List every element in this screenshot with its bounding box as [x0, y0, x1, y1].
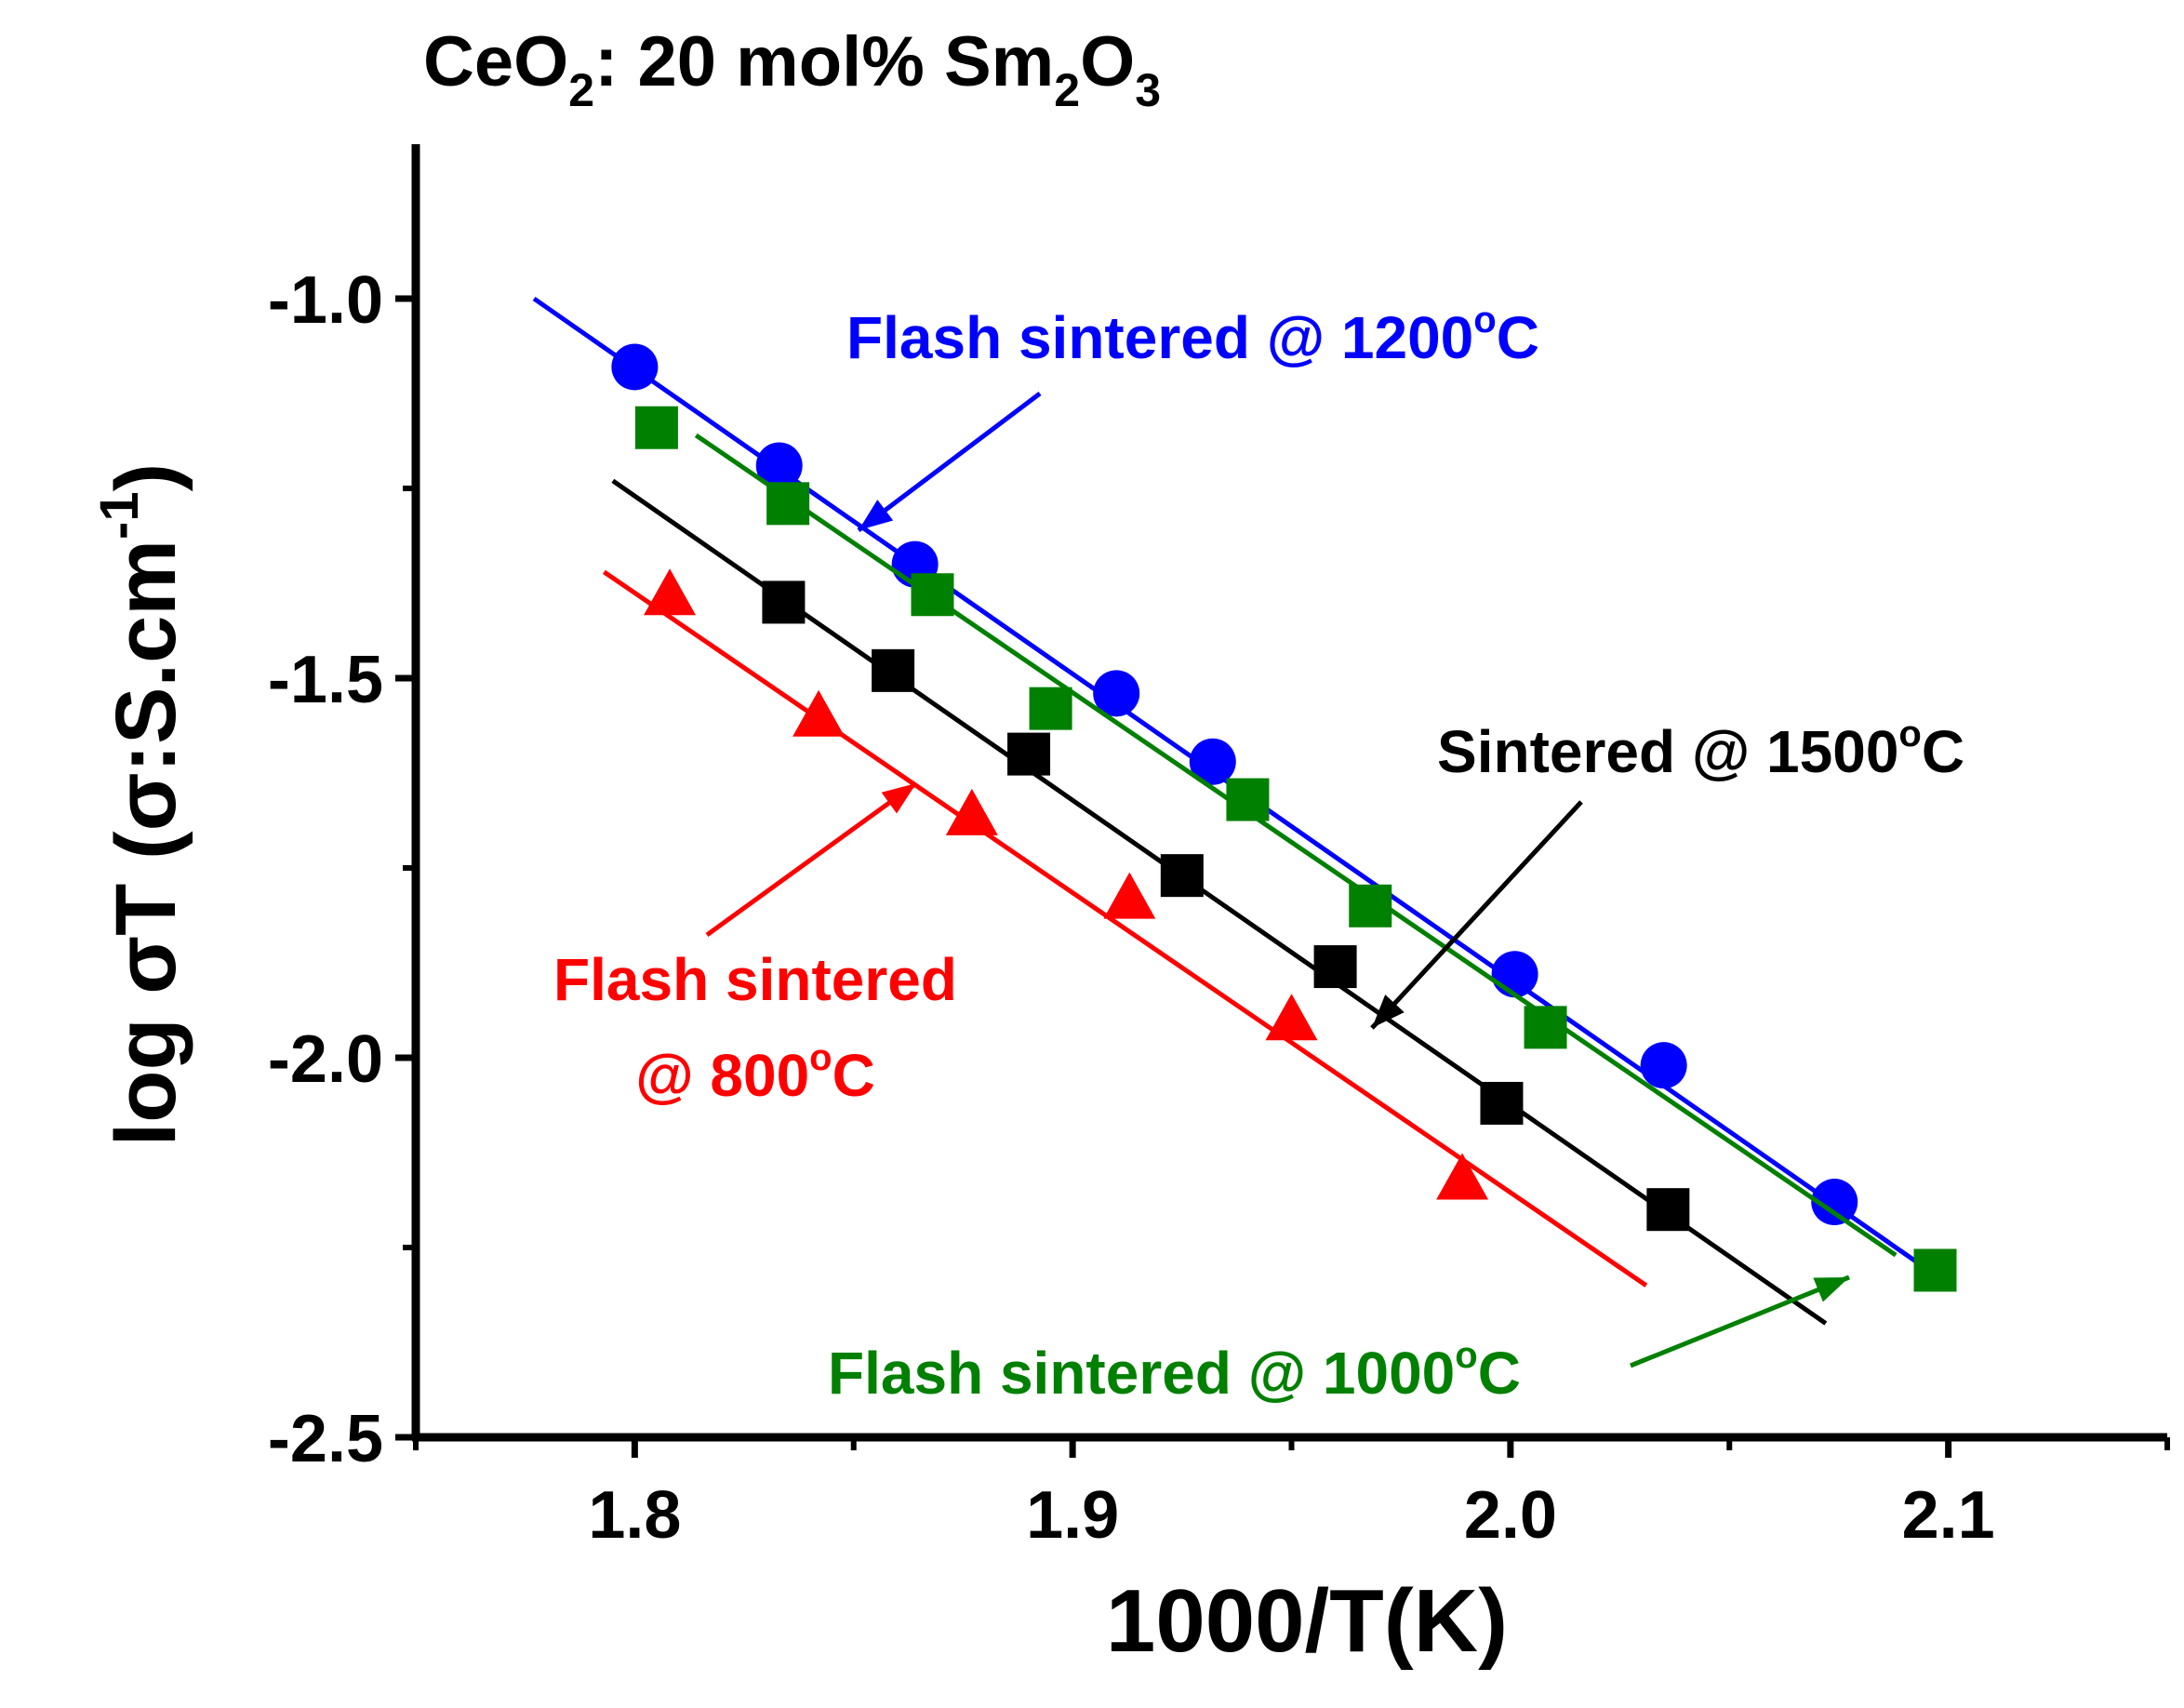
annotation-arrowhead — [881, 783, 916, 814]
annotation-label: Flash sintered @ 1000oC — [828, 1335, 1521, 1407]
annotation-text: Flash sintered — [553, 946, 957, 1013]
x-tick-label: 2.0 — [1464, 1478, 1557, 1553]
y-axis-label: log σT (σ:S.cm-1) — [89, 463, 193, 1147]
data-point — [792, 689, 846, 737]
chart-title: CeO2: 20 mol% Sm2O3 — [423, 22, 1161, 116]
series-2 — [611, 478, 1828, 1326]
annotation-label: Sintered @ 1500oC — [1437, 714, 1964, 785]
degree-symbol: o — [1473, 300, 1496, 340]
y-tick-label: -2.5 — [268, 1402, 383, 1476]
annotation-2: Flash sintered @ 800oC — [553, 781, 957, 1109]
data-point — [1913, 1248, 1957, 1292]
annotation-text: Flash sintered @ 1200 — [846, 304, 1473, 371]
data-point — [911, 573, 954, 617]
title-subscript: 2 — [568, 64, 594, 116]
y-label-text: ) — [99, 463, 193, 492]
annotation-label: Flash sintered @ 1200oC — [846, 300, 1539, 371]
data-point — [1524, 1006, 1567, 1049]
data-point — [1640, 1042, 1687, 1089]
title-subscript: 3 — [1135, 64, 1161, 116]
data-point — [1349, 884, 1392, 927]
degree-symbol: o — [1898, 714, 1921, 754]
annotation-text: Sintered @ 1500 — [1437, 718, 1898, 785]
y-tick-label: -2.0 — [268, 1022, 383, 1097]
annotation-arrowhead — [1372, 994, 1405, 1028]
annotation-label: Flash sintered — [553, 946, 957, 1013]
degree-symbol: o — [809, 1037, 832, 1078]
annotation-arrow-line — [1630, 1274, 1850, 1368]
annotation-arrow-line — [1370, 800, 1583, 1030]
annotation-unit: C — [832, 1042, 875, 1109]
data-point — [1007, 732, 1051, 776]
fit-line — [603, 569, 1648, 1288]
y-tick-label: -1.5 — [268, 643, 383, 717]
annotation-arrowhead — [1813, 1277, 1849, 1302]
annotation-arrow-line — [705, 781, 918, 938]
annotation-1: Sintered @ 1500oC — [1370, 714, 1964, 1030]
annotation-text: @ 800 — [635, 1042, 809, 1109]
annotation-0: Flash sintered @ 1200oC — [846, 300, 1539, 532]
annotation-unit: C — [1922, 718, 1964, 785]
title-text: O — [1080, 22, 1135, 101]
data-point — [945, 788, 998, 835]
annotation-label: @ 800oC — [635, 1037, 875, 1109]
data-point — [872, 648, 915, 692]
data-point — [755, 442, 803, 489]
data-point — [634, 406, 678, 449]
data-point — [1646, 1188, 1690, 1232]
data-point — [611, 343, 659, 391]
annotation-unit: C — [1478, 1340, 1521, 1407]
data-point — [1160, 854, 1204, 898]
y-tick-label: -1.0 — [268, 263, 383, 338]
x-tick-label: 1.9 — [1026, 1478, 1119, 1553]
x-tick-label: 1.8 — [588, 1478, 681, 1553]
title-text: CeO — [423, 22, 568, 101]
data-point — [1029, 687, 1072, 730]
degree-symbol: o — [1455, 1335, 1477, 1376]
title-text: : 20 mol% Sm — [594, 22, 1054, 101]
y-label-text: log σT (σ:S.cm — [99, 540, 193, 1146]
data-point — [762, 580, 806, 624]
data-point — [1313, 945, 1357, 989]
data-point — [1226, 778, 1270, 821]
data-point — [1093, 670, 1140, 717]
y-label-superscript: -1 — [89, 491, 150, 540]
series-0 — [532, 296, 1920, 1265]
data-point — [1189, 738, 1236, 785]
data-point — [1103, 872, 1156, 919]
x-tick-label: 2.1 — [1902, 1478, 1995, 1553]
fit-line — [694, 433, 1898, 1258]
annotation-unit: C — [1497, 304, 1539, 371]
fit-line — [611, 478, 1828, 1326]
series-1 — [634, 406, 1957, 1292]
data-point — [644, 568, 697, 616]
data-point — [1491, 951, 1538, 998]
series-3 — [603, 568, 1648, 1288]
annotation-text: Flash sintered @ 1000 — [828, 1340, 1455, 1407]
data-point — [1811, 1179, 1858, 1226]
title-subscript: 2 — [1054, 64, 1080, 116]
annotation-arrow-line — [857, 392, 1042, 532]
x-axis-label: 1000/T(K) — [1106, 1571, 1508, 1671]
data-point — [766, 482, 810, 526]
data-point — [1436, 1153, 1489, 1200]
annotation-arrowhead — [859, 500, 894, 530]
annotation-3: Flash sintered @ 1000oC — [828, 1274, 1850, 1407]
data-point — [1480, 1081, 1524, 1125]
data-point — [1265, 994, 1318, 1041]
